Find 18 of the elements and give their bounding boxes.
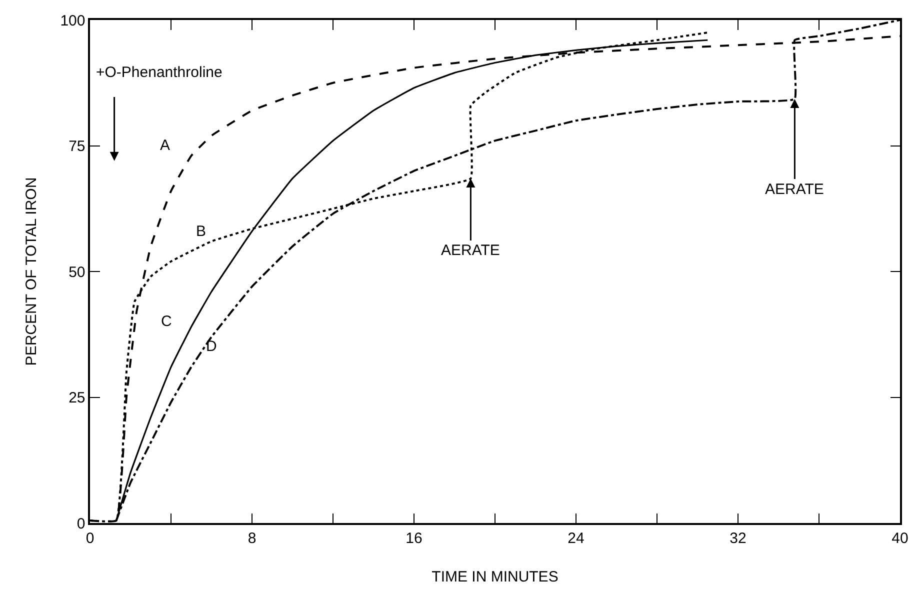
x-tick-label: 40 (892, 530, 908, 547)
y-tick-label: 100 (60, 12, 86, 30)
y-axis-title: PERCENT OF TOTAL IRON (22, 177, 40, 366)
x-tick-label: 24 (568, 530, 584, 547)
x-tick-label: 8 (248, 530, 256, 547)
y-tick-label: 75 (68, 138, 86, 155)
x-tick-label: 16 (406, 530, 422, 547)
series-label: C (161, 313, 172, 330)
annotation: AERATE (765, 181, 824, 198)
y-tick-label: 25 (68, 390, 86, 406)
x-tick-label: 32 (730, 530, 746, 547)
y-tick-label: 0 (76, 515, 86, 532)
series-label: B (196, 223, 206, 240)
series-label: A (160, 137, 170, 154)
y-tick-label: 50 (68, 264, 86, 281)
annotation: AERATE (441, 242, 500, 259)
x-axis-title: TIME IN MINUTES (432, 568, 558, 586)
annotation: +O-Phenanthroline (96, 64, 222, 81)
